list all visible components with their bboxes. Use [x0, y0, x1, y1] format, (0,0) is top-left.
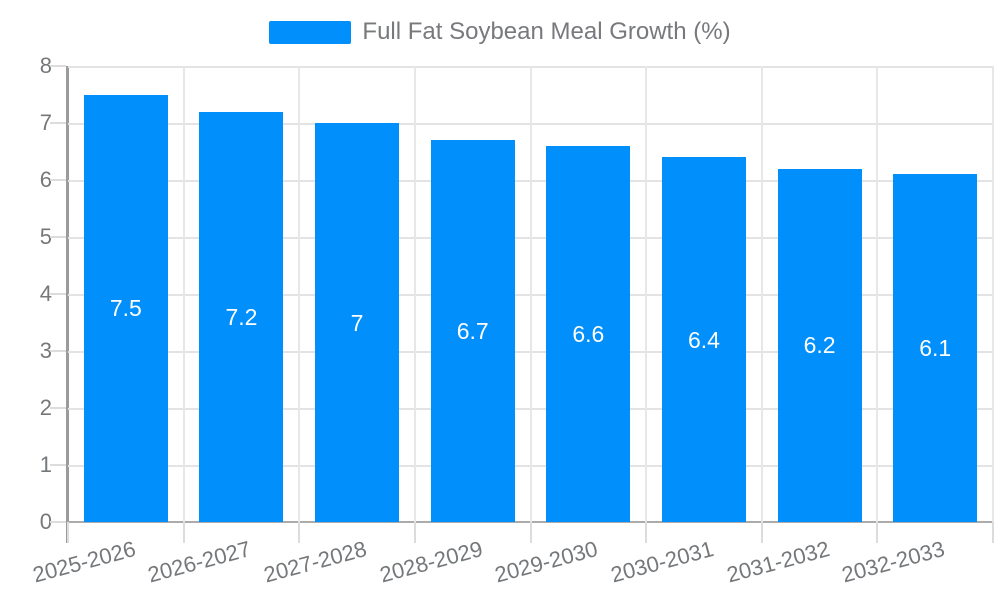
- bar-2030-2031[interactable]: [661, 157, 746, 522]
- bar-value-label: 6.1: [919, 335, 952, 362]
- y-tick-label: 1: [39, 452, 52, 477]
- y-tick-mark: [50, 521, 66, 523]
- x-tick-mark: [992, 522, 994, 543]
- bar-value-label: 6.6: [572, 320, 605, 347]
- x-tick-mark: [413, 522, 416, 543]
- legend[interactable]: Full Fat Soybean Meal Growth (%): [0, 17, 1000, 47]
- y-tick-mark: [50, 122, 66, 124]
- v-gridline: [876, 66, 879, 522]
- y-tick-mark: [50, 293, 66, 295]
- bar-value-label: 6.4: [687, 326, 720, 353]
- y-tick-label: 5: [39, 224, 52, 249]
- y-tick-label: 3: [39, 338, 52, 363]
- y-tick-mark: [50, 65, 66, 67]
- v-gridline: [645, 66, 648, 522]
- x-tick-mark: [298, 522, 301, 543]
- y-tick-label: 0: [39, 509, 52, 534]
- y-tick-mark: [50, 464, 66, 466]
- x-tick-mark: [760, 522, 763, 543]
- x-tick-mark: [67, 522, 69, 543]
- bar-value-label: 7.2: [225, 303, 258, 330]
- x-tick-mark: [645, 522, 648, 543]
- bar-value-label: 7.5: [109, 295, 142, 322]
- h-gridline: [68, 66, 993, 68]
- bar-2029-2030[interactable]: [546, 145, 631, 522]
- plot-area: 7.5 7.2 7 6.7 6.6 6.4 6.2 6.1: [68, 66, 994, 522]
- y-axis-line: [66, 66, 69, 543]
- y-tick-label: 8: [39, 53, 52, 78]
- bar-value-label: 7: [350, 309, 364, 336]
- bar-value-label: 6.2: [803, 332, 836, 359]
- y-tick-label: 6: [39, 167, 52, 192]
- x-tick-mark: [529, 522, 532, 543]
- y-tick-mark: [50, 350, 66, 352]
- bar-2027-2028[interactable]: [315, 123, 400, 522]
- legend-swatch: [269, 20, 352, 44]
- v-gridline: [413, 66, 416, 522]
- bar-2031-2032[interactable]: [777, 168, 862, 522]
- bar-value-label: 6.7: [456, 318, 489, 345]
- bar-2026-2027[interactable]: [199, 111, 284, 522]
- v-gridline: [182, 66, 185, 522]
- v-gridline: [529, 66, 532, 522]
- y-tick-label: 2: [39, 395, 52, 420]
- bar-2032-2033[interactable]: [893, 174, 978, 522]
- y-tick-mark: [50, 407, 66, 409]
- bar-2028-2029[interactable]: [430, 140, 515, 522]
- y-tick-label: 7: [39, 110, 52, 135]
- y-tick-mark: [50, 179, 66, 181]
- legend-label: Full Fat Soybean Meal Growth (%): [362, 18, 731, 45]
- x-tick-mark: [182, 522, 185, 543]
- v-gridline: [298, 66, 301, 522]
- bar-2025-2026[interactable]: [83, 94, 168, 522]
- v-gridline: [992, 66, 994, 522]
- x-tick-mark: [876, 522, 879, 543]
- v-gridline: [760, 66, 763, 522]
- y-tick-label: 4: [39, 281, 52, 306]
- y-tick-mark: [50, 236, 66, 238]
